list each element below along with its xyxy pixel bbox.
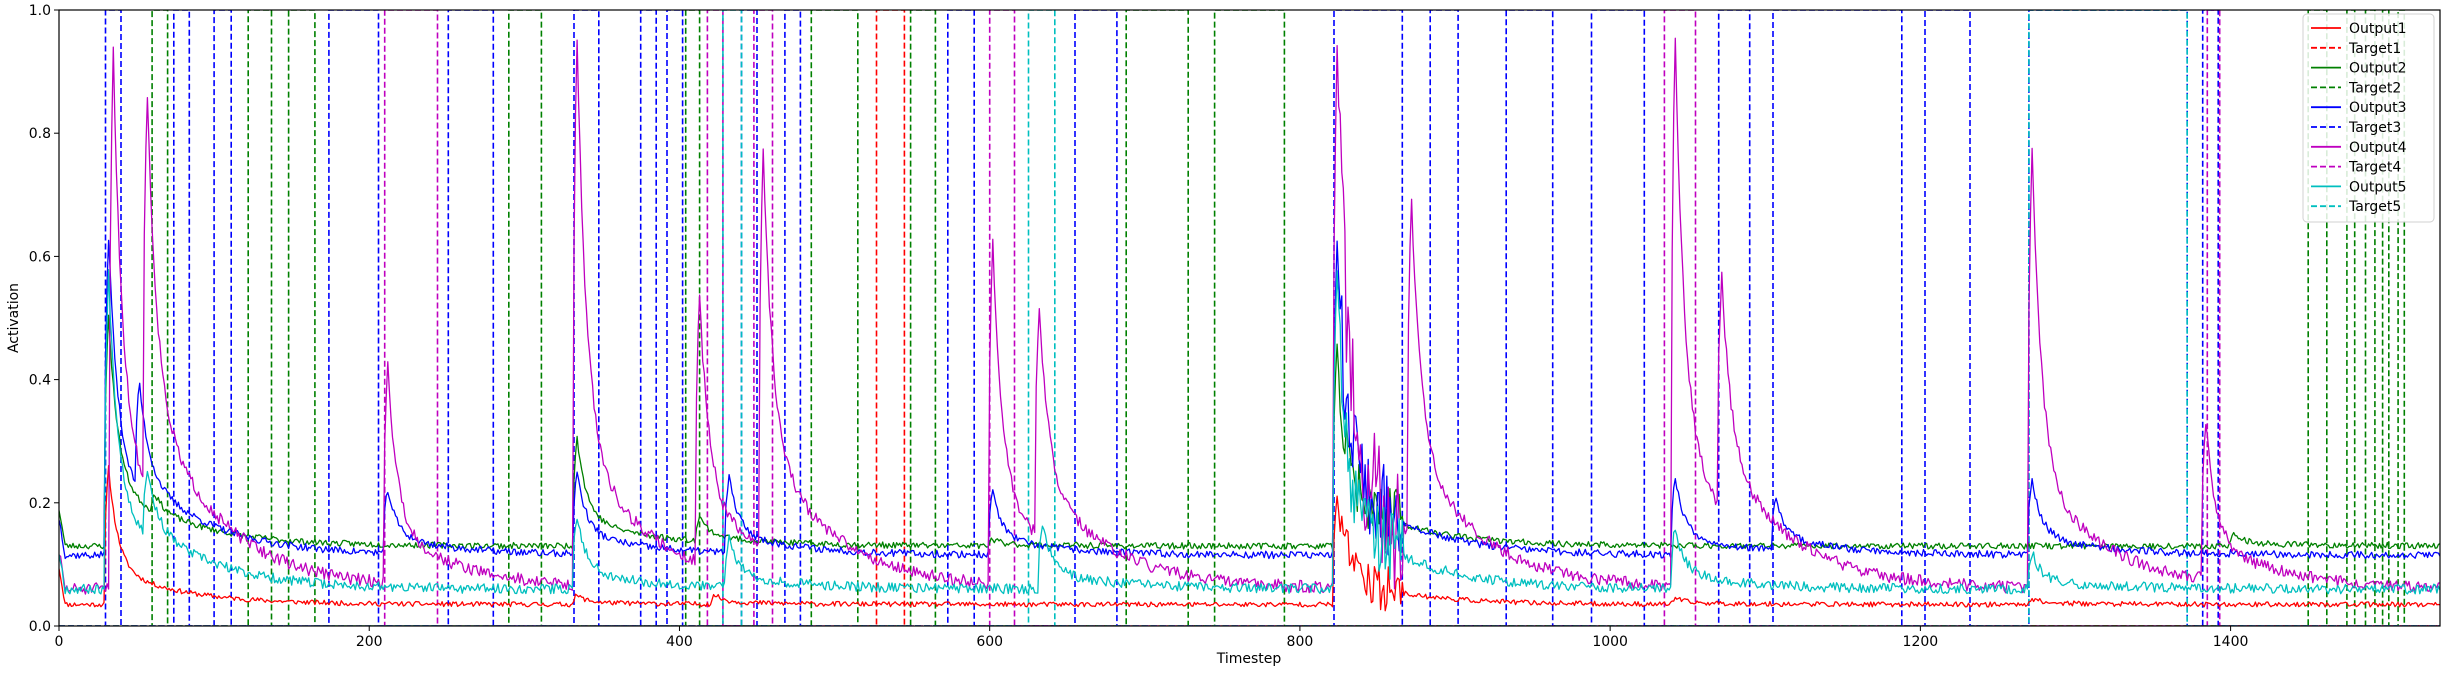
y-tick-label: 0.4 (29, 373, 51, 389)
series-output3-line (59, 239, 2440, 560)
x-tick-label: 400 (666, 634, 693, 650)
legend-label-target2: Target2 (2348, 80, 2401, 96)
x-tick-label: 200 (356, 634, 383, 650)
y-axis-label: Activation (6, 283, 22, 353)
legend-label-target4: Target4 (2348, 160, 2401, 176)
x-tick-label: 1200 (1903, 634, 1939, 650)
y-tick-label: 0.2 (29, 496, 51, 512)
legend-label-output3: Output3 (2349, 100, 2407, 116)
x-tick-label: 1000 (1592, 634, 1628, 650)
series-layer (59, 10, 2440, 626)
legend-label-output2: Output2 (2349, 61, 2407, 77)
plot-frame (58, 9, 2441, 627)
legend-label-output1: Output1 (2349, 21, 2407, 37)
series-output2-line (59, 314, 2440, 551)
series-output4-line (59, 37, 2440, 595)
legend-label-target3: Target3 (2348, 120, 2401, 136)
legend-label-target1: Target1 (2348, 41, 2401, 57)
legend-label-target5: Target5 (2348, 199, 2401, 215)
legend-label-output5: Output5 (2349, 179, 2407, 195)
series-output1-line (59, 465, 2440, 612)
legend-box (2302, 13, 2435, 223)
legend-label-output4: Output4 (2349, 140, 2407, 156)
y-tick-label: 1.0 (29, 3, 51, 19)
x-tick-label: 800 (1287, 634, 1314, 650)
y-tick-label: 0.0 (29, 619, 51, 635)
series-output5-line (59, 269, 2440, 595)
x-tick-label: 600 (976, 634, 1003, 650)
y-axis: 0.0 0.2 0.4 0.6 0.8 1.0 (29, 3, 59, 635)
series-target2-line (59, 10, 2440, 626)
x-tick-label: 0 (55, 634, 64, 650)
x-axis: 0 200 400 600 800 1000 1200 1400 (55, 626, 2249, 650)
y-tick-label: 0.6 (29, 249, 51, 265)
x-axis-label: Timestep (1216, 651, 1282, 667)
x-tick-label: 1400 (2213, 634, 2249, 650)
y-tick-label: 0.8 (29, 126, 51, 142)
legend: Output1 Target1 Output2 Target2 Output3 Targe… (2302, 13, 2435, 223)
